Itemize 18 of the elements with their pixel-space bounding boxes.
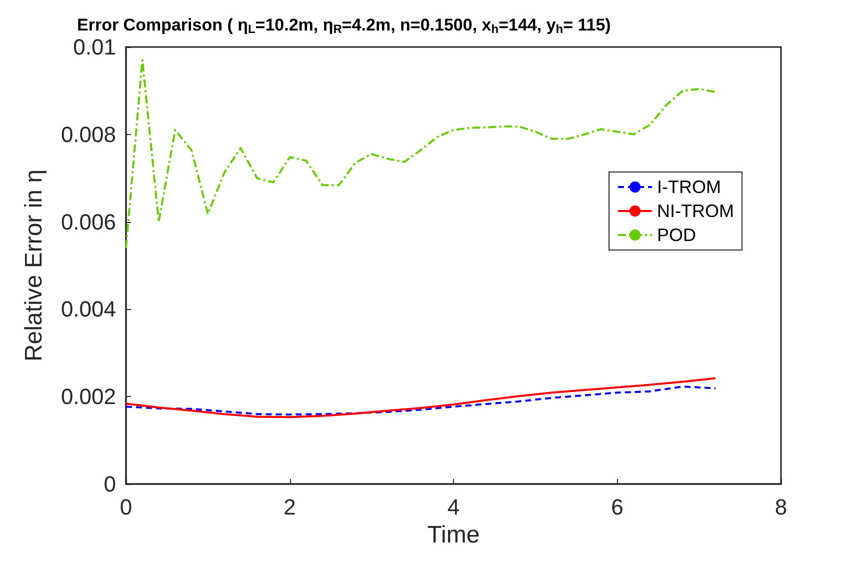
y-axis-title: Relative Error in η — [20, 169, 48, 362]
y-tick-label: 0.008 — [60, 122, 116, 147]
line-series — [125, 377, 716, 418]
y-tick-label: 0 — [104, 472, 116, 496]
x-tick-label: 4 — [447, 494, 460, 520]
x-tick-label: 6 — [611, 494, 624, 520]
x-tick-label: 2 — [284, 494, 296, 520]
y-tick-label: 0.004 — [60, 296, 116, 322]
y-tick-label: 0.002 — [60, 384, 116, 410]
x-axis-title: Time — [427, 521, 480, 548]
x-tick-label: 0 — [120, 494, 132, 520]
legend-label: I-TROM — [657, 177, 721, 197]
y-tick-label: 0.01 — [73, 34, 116, 60]
y-tick-label: 0.006 — [60, 209, 116, 234]
line-series — [125, 386, 716, 416]
legend-label: POD — [657, 225, 696, 245]
legend-label: NI-TROM — [657, 201, 734, 221]
x-tick-label: 8 — [774, 494, 788, 520]
